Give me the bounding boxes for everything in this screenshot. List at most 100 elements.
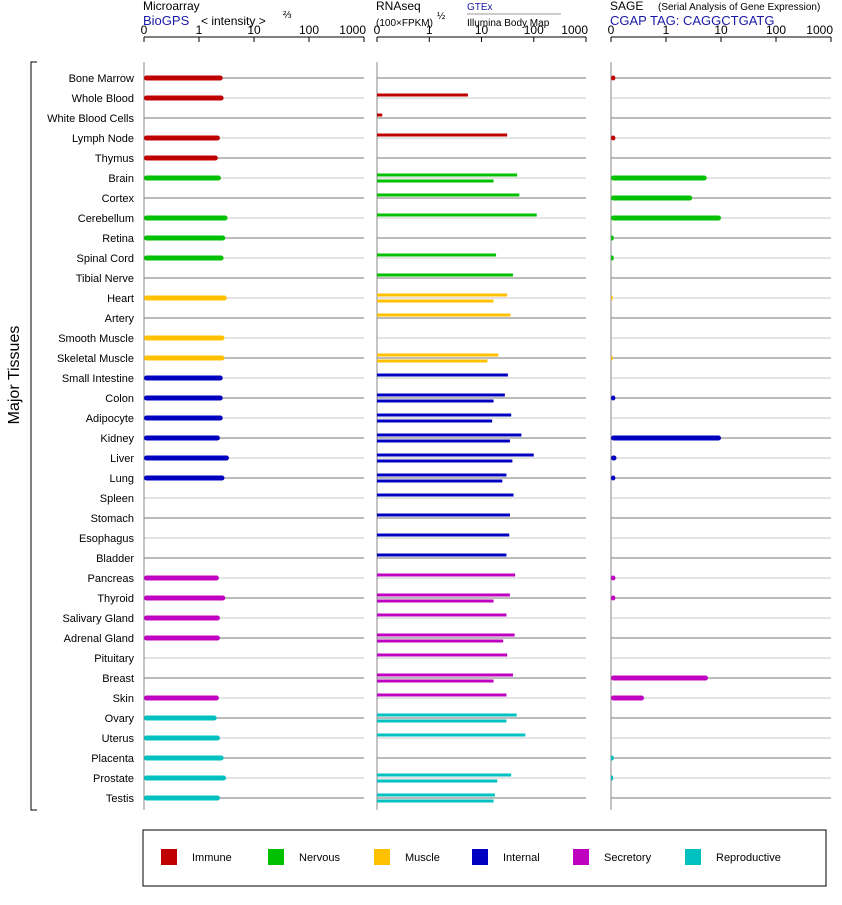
- bar-sage: [611, 455, 617, 461]
- x-tick-label: 1000: [561, 23, 588, 37]
- tissue-label: Lymph Node: [72, 133, 134, 145]
- panel-title: RNAseq: [376, 0, 421, 13]
- bar-rnaseq: [377, 113, 383, 117]
- legend-label-nervous: Nervous: [299, 852, 340, 864]
- x-tick-label: 100: [766, 23, 786, 37]
- bar-rnaseq: [377, 359, 488, 363]
- bar-rnaseq: [377, 513, 510, 517]
- tissue-label: Adrenal Gland: [64, 633, 134, 645]
- bar-microarray: [144, 795, 220, 801]
- bar-rnaseq: [377, 393, 505, 397]
- tissue-label: Small Intestine: [62, 373, 134, 385]
- bar-rnaseq: [377, 373, 508, 377]
- tissue-label: White Blood Cells: [47, 113, 134, 125]
- bar-rnaseq: [377, 413, 512, 417]
- bar-rnaseq: [377, 439, 510, 443]
- bar-rnaseq: [377, 399, 494, 403]
- tissue-label: Salivary Gland: [62, 613, 134, 625]
- bar-sage: [611, 395, 616, 401]
- bar-sage: [611, 175, 707, 181]
- bar-sage: [611, 295, 613, 301]
- bar-rnaseq: [377, 613, 507, 617]
- x-tick-label: 0: [608, 23, 615, 37]
- bar-rnaseq: [377, 253, 497, 257]
- bar-rnaseq: [377, 453, 534, 457]
- bar-microarray: [144, 695, 219, 701]
- bar-rnaseq: [377, 553, 507, 557]
- tissue-label: Bone Marrow: [69, 73, 134, 85]
- tissue-label: Placenta: [91, 753, 135, 765]
- legend-swatch-internal: [472, 849, 488, 865]
- bar-rnaseq: [377, 459, 513, 463]
- tissue-label: Whole Blood: [72, 93, 134, 105]
- y-axis-label: Major Tissues: [6, 326, 23, 425]
- bar-rnaseq: [377, 313, 511, 317]
- bar-rnaseq: [377, 793, 495, 797]
- bar-microarray: [144, 135, 220, 141]
- tissue-label: Skin: [113, 693, 134, 705]
- tissue-label: Colon: [105, 393, 134, 405]
- bar-rnaseq: [377, 299, 494, 303]
- tissue-label: Bladder: [96, 553, 134, 565]
- bar-microarray: [144, 155, 218, 161]
- x-tick-label: 10: [714, 23, 728, 37]
- x-tick-label: 10: [247, 23, 261, 37]
- bar-rnaseq: [377, 213, 537, 217]
- tissue-label: Liver: [110, 453, 134, 465]
- bar-sage: [611, 435, 721, 441]
- tissue-label: Esophagus: [79, 533, 135, 545]
- bar-microarray: [144, 755, 224, 761]
- tissue-label: Uterus: [102, 733, 135, 745]
- bar-microarray: [144, 355, 225, 361]
- bar-rnaseq: [377, 493, 514, 497]
- bar-rnaseq: [377, 133, 508, 137]
- tissue-label: Artery: [105, 313, 135, 325]
- bar-microarray: [144, 215, 228, 221]
- x-tick-label: 1000: [806, 23, 833, 37]
- bar-rnaseq: [377, 679, 494, 683]
- bar-microarray: [144, 175, 221, 181]
- bar-microarray: [144, 415, 223, 421]
- bar-sage: [611, 195, 693, 201]
- tissue-label: Prostate: [93, 773, 134, 785]
- bar-rnaseq: [377, 353, 499, 357]
- bar-rnaseq: [377, 733, 526, 737]
- bar-microarray: [144, 435, 220, 441]
- bar-rnaseq: [377, 773, 512, 777]
- tissue-label: Smooth Muscle: [58, 333, 134, 345]
- panel-note-secondary: Illumina Body Map: [467, 18, 550, 29]
- tissue-label: Breast: [102, 673, 134, 685]
- panel-unit-exponent: ⅔: [283, 10, 292, 21]
- bar-rnaseq: [377, 693, 507, 697]
- tissue-label: Thyroid: [97, 593, 134, 605]
- x-tick-label: 0: [374, 23, 381, 37]
- tissue-label: Heart: [107, 293, 134, 305]
- bar-sage: [611, 575, 616, 581]
- tissue-label: Cortex: [102, 193, 135, 205]
- bar-rnaseq: [377, 719, 507, 723]
- bar-sage: [611, 595, 616, 601]
- bar-sage: [611, 135, 616, 141]
- legend-label-immune: Immune: [192, 852, 232, 864]
- bar-rnaseq: [377, 533, 510, 537]
- tissue-label: Cerebellum: [78, 213, 134, 225]
- tissue-label: Spinal Cord: [77, 253, 134, 265]
- panel-title: Microarray: [143, 0, 200, 13]
- x-tick-label: 100: [524, 23, 544, 37]
- tissue-label: Pancreas: [88, 573, 135, 585]
- bar-rnaseq: [377, 599, 494, 603]
- x-tick-label: 100: [299, 23, 319, 37]
- bar-sage: [611, 755, 614, 761]
- bar-rnaseq: [377, 433, 522, 437]
- tissue-label: Lung: [110, 473, 134, 485]
- bar-rnaseq: [377, 633, 515, 637]
- legend-label-muscle: Muscle: [405, 852, 440, 864]
- bar-microarray: [144, 775, 227, 781]
- bar-rnaseq: [377, 799, 494, 803]
- tissue-bracket: [30, 61, 37, 811]
- bar-rnaseq: [377, 479, 503, 483]
- bar-rnaseq: [377, 673, 513, 677]
- legend-swatch-reproductive: [685, 849, 701, 865]
- legend-label-reproductive: Reproductive: [716, 852, 781, 864]
